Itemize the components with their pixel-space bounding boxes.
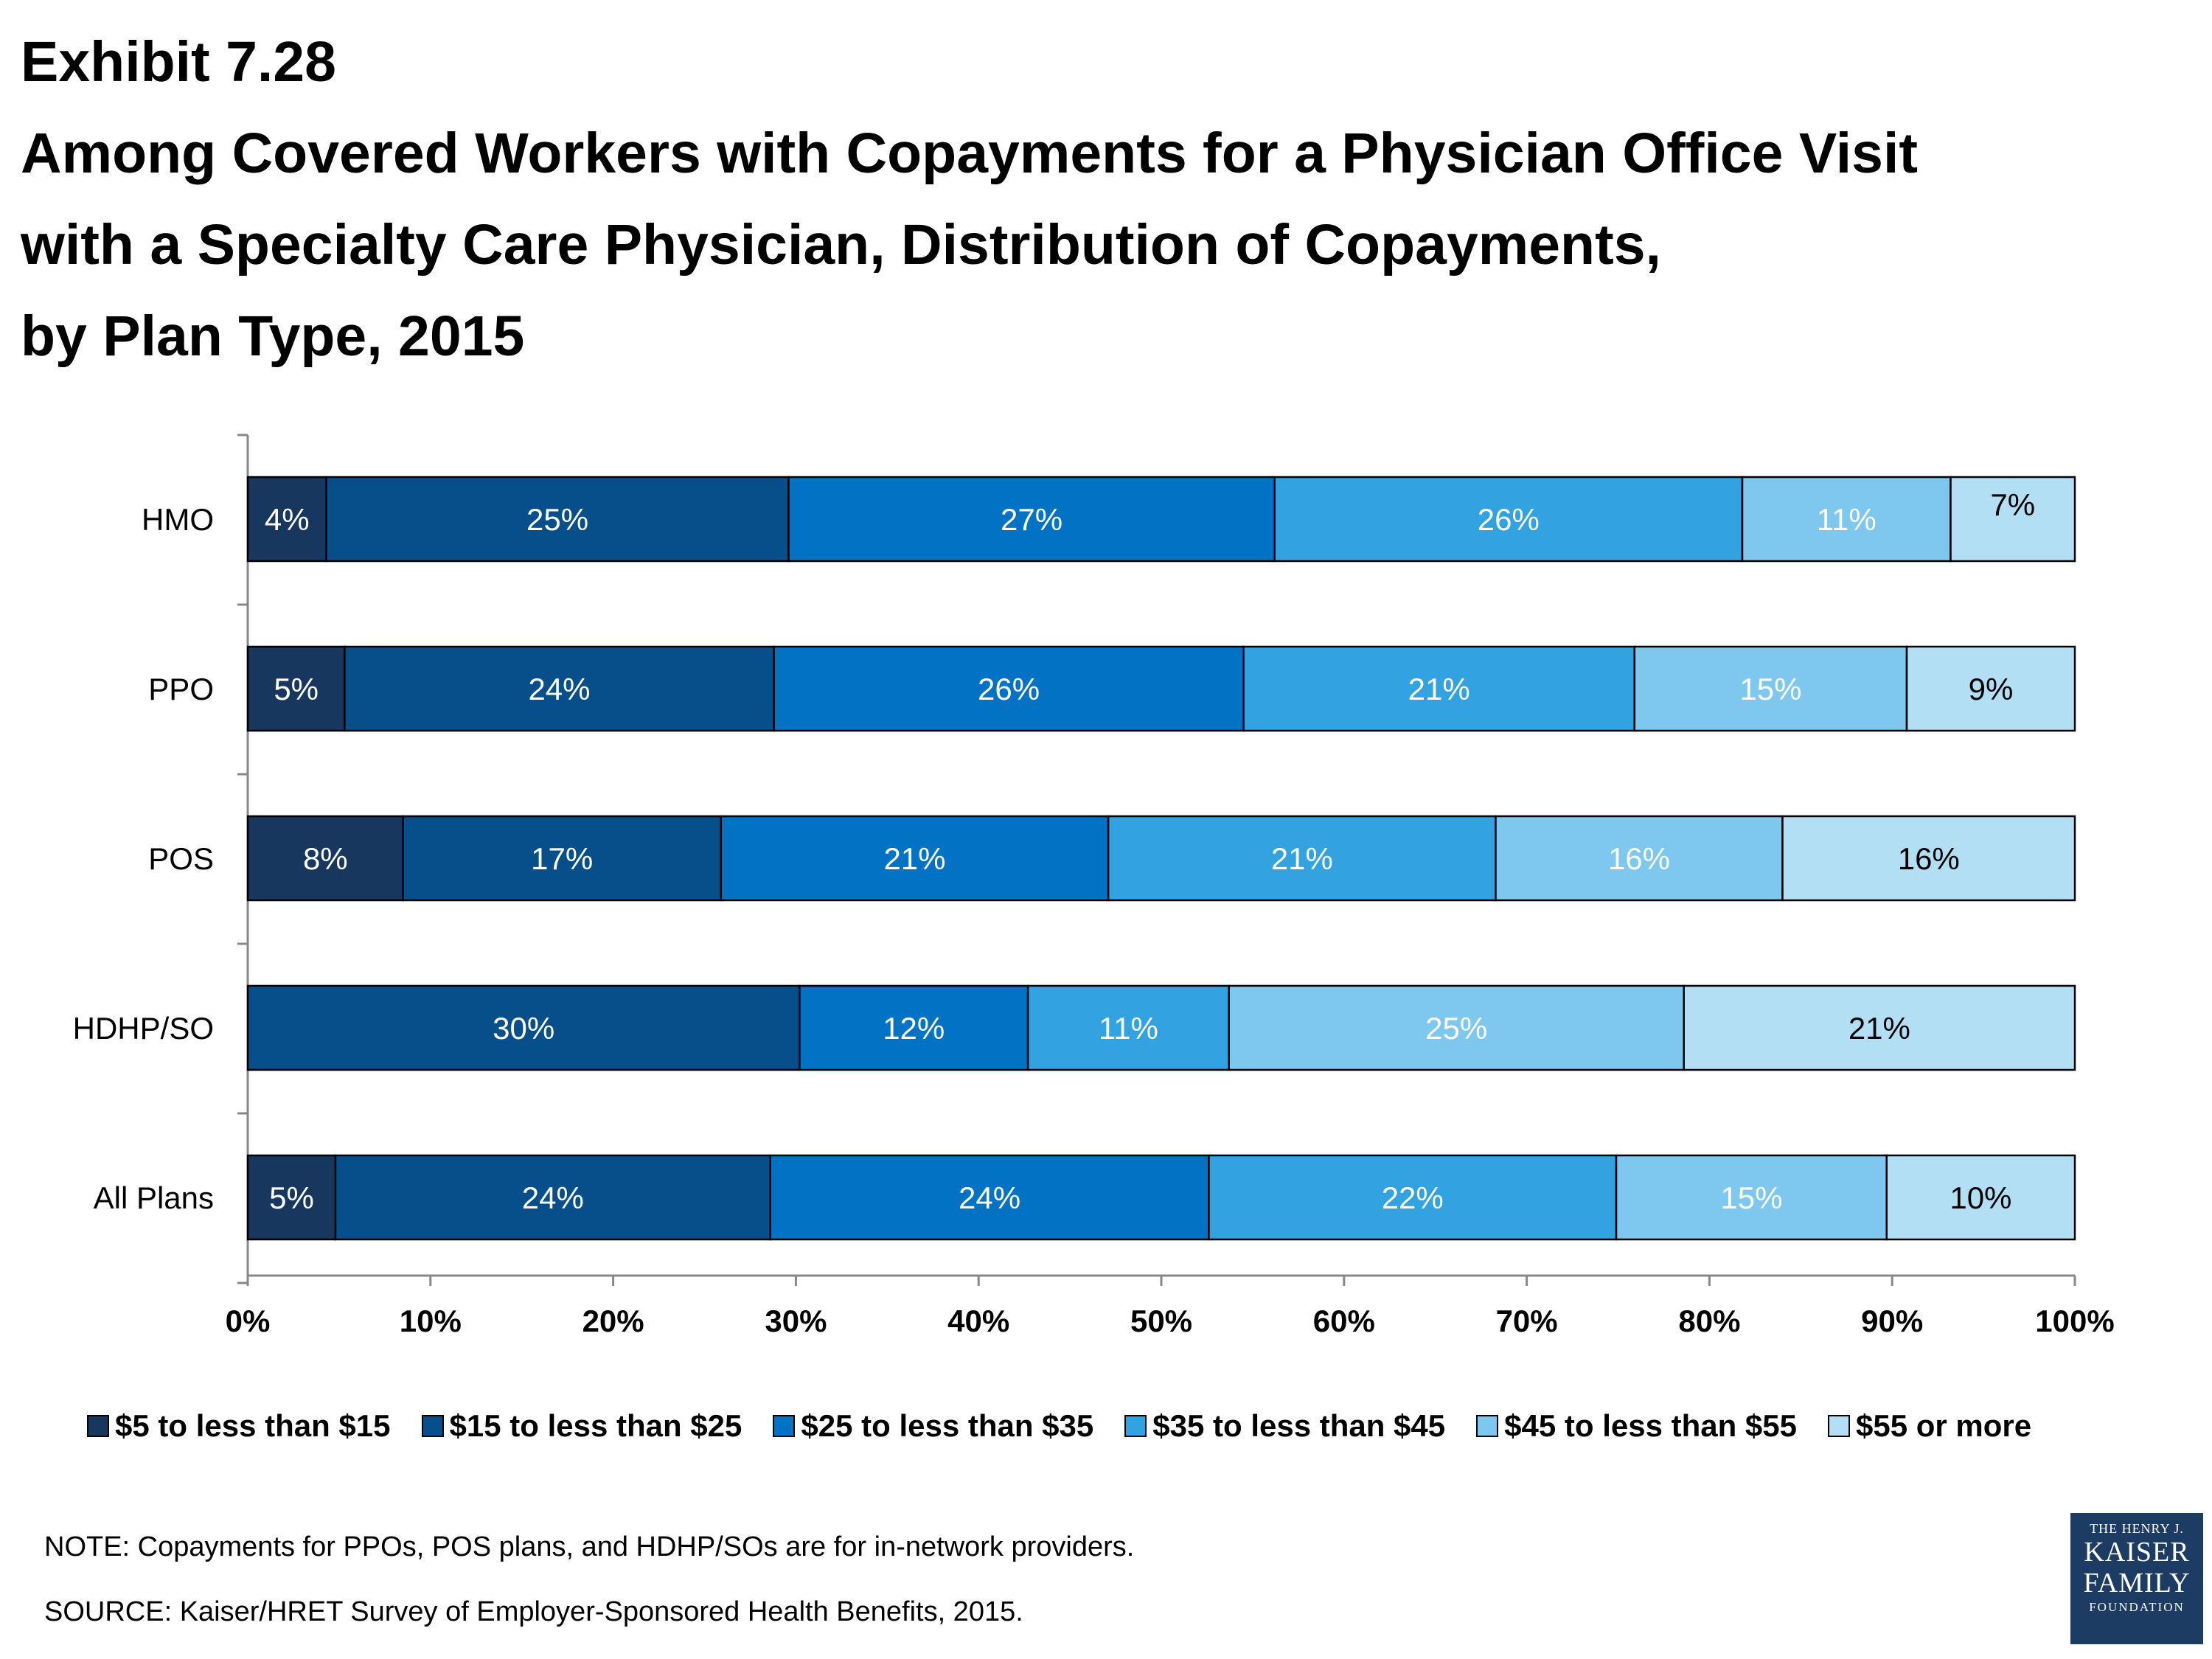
data-label: 27% [1001,502,1062,537]
legend-item: $35 to less than $45 [1124,1408,1445,1444]
bar-segment [1107,815,1497,902]
bar-segment [246,1154,337,1241]
data-label: 5% [269,1180,314,1215]
bar-segment [1741,476,1952,563]
data-label: 16% [1608,841,1670,876]
data-label: 30% [493,1011,554,1046]
data-label: 9% [1969,672,2014,706]
legend-swatch [421,1415,444,1437]
bar-segment [402,815,723,902]
bar-segment [1495,815,1784,902]
chart-title: Exhibit 7.28 Among Covered Workers with … [21,16,2188,382]
bar-segment [1026,984,1230,1071]
data-label: 21% [1408,672,1470,706]
note-text: NOTE: Copayments for PPOs, POS plans, an… [44,1531,1135,1562]
x-tick-label: 90% [1861,1304,1923,1338]
legend-item: $45 to less than $55 [1476,1408,1797,1444]
legend-swatch [1124,1415,1147,1437]
data-label: 15% [1720,1180,1782,1215]
x-tick-label: 70% [1496,1304,1558,1338]
data-label: 26% [1478,502,1540,537]
data-label: 5% [274,672,319,706]
legend-swatch [1828,1415,1851,1437]
x-tick-label: 100% [2035,1304,2114,1338]
legend-swatch [1476,1415,1499,1437]
bar-segment [246,476,327,563]
data-label: 24% [528,672,590,706]
data-label: 26% [978,672,1040,706]
kff-logo: THE HENRY J. KAISER FAMILY FOUNDATION [2070,1513,2203,1644]
legend-swatch [87,1415,109,1437]
bar-segment [1683,984,2076,1071]
legend-label: $55 or more [1856,1408,2032,1443]
legend-label: $35 to less than $45 [1152,1408,1446,1443]
data-label: 21% [1848,1011,1910,1046]
legend-item: $5 to less than $15 [87,1408,391,1444]
data-label: 21% [883,841,945,876]
category-label: HMO [142,502,214,537]
data-label: 10% [1950,1180,2011,1215]
bar-segment [246,984,801,1071]
title-line-3: by Plan Type, 2015 [21,305,525,368]
data-label: 25% [526,502,588,537]
category-label: HDHP/SO [73,1011,214,1046]
data-label: 7% [1990,487,2035,522]
bar-segment [1228,984,1685,1071]
x-tick-label: 10% [400,1304,462,1338]
bar-segment [1950,476,2076,563]
legend-item: $25 to less than $35 [773,1408,1093,1444]
x-tick-label: 60% [1313,1304,1375,1338]
category-label: POS [148,841,214,876]
data-label: 15% [1739,672,1801,706]
legend-label: $25 to less than $35 [801,1408,1094,1443]
legend-item: $55 or more [1828,1408,2031,1444]
bar-segment [246,645,346,732]
bar-segment [1242,645,1636,732]
bar-segment [773,645,1245,732]
x-tick-label: 20% [582,1304,644,1338]
bar-segment [769,1154,1210,1241]
data-label: 25% [1425,1011,1487,1046]
stacked-bar-chart: 0% 10% 20% 30% 40% 50% 60% 70% 80% 90% 100% HMO 4% 25… [73,434,2115,1338]
data-label: 12% [883,1011,945,1046]
data-label: 22% [1382,1180,1444,1215]
data-label: 24% [959,1180,1020,1215]
bar-segment [1781,815,2076,902]
data-label: 24% [522,1180,584,1215]
data-label: 11% [1099,1011,1158,1046]
bar-segment [799,984,1029,1071]
x-tick-label: 0% [226,1304,271,1338]
bar-segment [787,476,1276,563]
bar-segment [1633,645,1908,732]
data-label: 21% [1271,841,1333,876]
data-label: 8% [303,841,348,876]
bar-segment [1615,1154,1888,1241]
bar-segment [246,815,404,902]
source-text: SOURCE: Kaiser/HRET Survey of Employer-S… [44,1596,1023,1627]
data-label: 11% [1817,502,1877,537]
bar-segment [1905,645,2076,732]
bar-segment [1273,476,1744,563]
legend-item: $15 to less than $25 [421,1408,742,1444]
legend-label: $45 to less than $55 [1504,1408,1798,1443]
bar-segment [720,815,1110,902]
bar-segment [1885,1154,2076,1241]
x-tick-label: 30% [765,1304,827,1338]
x-tick-label: 50% [1130,1304,1192,1338]
title-line-1: Among Covered Workers with Copayments fo… [21,122,1919,185]
title-line-2: with a Specialty Care Physician, Distrib… [21,213,1661,276]
legend-swatch [773,1415,796,1437]
legend-label: $15 to less than $25 [449,1408,742,1443]
category-label: PPO [148,672,214,706]
data-label: 4% [265,502,310,537]
exhibit-number: Exhibit 7.28 [21,30,336,94]
x-tick-label: 80% [1678,1304,1740,1338]
x-tick-label: 40% [947,1304,1009,1338]
chart-legend: $5 to less than $15 $15 to less than $25 $… [87,1408,2062,1444]
data-label: 16% [1898,841,1960,876]
category-label: All Plans [94,1180,214,1215]
legend-label: $5 to less than $15 [115,1408,391,1443]
data-label: 17% [531,841,593,876]
